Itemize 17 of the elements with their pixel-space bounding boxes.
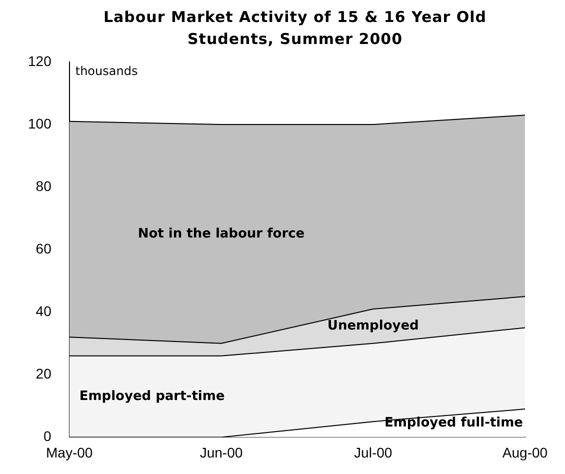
series-label: Employed full-time <box>384 416 524 431</box>
x-tick-label: Jul-00 <box>354 444 392 460</box>
y-tick-label: 20 <box>36 366 52 382</box>
y-tick-label: 60 <box>36 240 52 256</box>
x-tick-label: Aug-00 <box>502 444 548 460</box>
y-tick-label: 0 <box>44 428 52 444</box>
y-axis-title: thousands <box>75 64 138 78</box>
y-tick-label: 80 <box>36 178 52 194</box>
x-tick-label: Jun-00 <box>200 444 243 460</box>
y-tick-label: 120 <box>28 52 52 69</box>
series-label: Not in the labour force <box>138 226 305 242</box>
y-tick-label: 100 <box>28 115 52 132</box>
series-label: Employed part-time <box>79 388 225 404</box>
y-tick-label: 40 <box>36 302 52 319</box>
x-tick-label: May-00 <box>46 444 93 460</box>
series-label: Unemployed <box>327 318 419 334</box>
chart-title: Labour Market Activity of 15 & 16 Year Old Students, Summer 2000 <box>102 7 488 50</box>
